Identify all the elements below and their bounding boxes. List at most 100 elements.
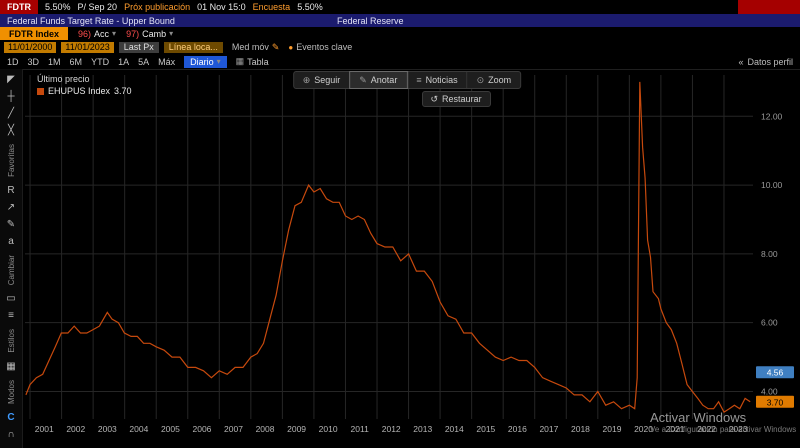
pencil-icon: ✎ <box>359 74 367 85</box>
x-tick-label: 2023 <box>729 424 748 434</box>
restore-icon: ↺ <box>430 94 439 104</box>
function-menu-bar: FDTR Index 96) Acc ▾ 97) Camb ▾ <box>0 27 800 40</box>
ticker-chip: FDTR <box>0 0 38 14</box>
last-price-badge <box>756 395 794 408</box>
grid-style-tool[interactable]: ▦ <box>6 360 16 372</box>
chart-toolbar-noticias[interactable]: ≡ Noticias <box>407 72 468 88</box>
chart-toolbar-anotar[interactable]: ✎ Anotar <box>349 71 409 89</box>
chart-toolbar-label: Seguir <box>314 75 341 85</box>
menu-acciones-number: 96) <box>78 28 92 39</box>
moving-average-toggle[interactable]: Med móv ✎ <box>232 42 280 53</box>
security-tab[interactable]: FDTR Index <box>0 27 69 40</box>
price-period: P/ Sep 20 <box>77 2 118 12</box>
security-description: Federal Funds Target Rate - Upper Bound <box>7 15 175 26</box>
series-line <box>25 81 751 413</box>
regression-tool[interactable]: R <box>7 184 15 196</box>
sidebar-section-estilos: Estilos <box>6 329 16 353</box>
restore-button[interactable]: ↺ Restaurar <box>421 91 491 107</box>
period-tab-3d[interactable]: 3D <box>27 56 40 67</box>
period-tab-6m[interactable]: 6M <box>69 56 83 67</box>
x-tick-label: 2015 <box>476 424 495 434</box>
moving-average-label: Med móv <box>231 42 269 52</box>
study-dropdown[interactable]: Línea loca... <box>163 41 223 53</box>
pencil-tool[interactable]: ✎ <box>6 218 16 230</box>
menu-cambiar-label: Camb <box>142 28 167 39</box>
date-to-field[interactable]: 11/01/2023 <box>61 41 114 53</box>
menu-acciones[interactable]: 96) Acc ▾ <box>78 27 116 40</box>
text-tool[interactable]: a <box>8 235 14 247</box>
period-tab-máx[interactable]: Máx <box>158 56 176 67</box>
magnet-tool[interactable]: ∩ <box>7 428 15 440</box>
sidebar-section-modos: Modos <box>6 379 16 404</box>
legend-series-label: EHUPUS Index <box>48 86 111 96</box>
cursor-tool[interactable]: ◤ <box>7 74 15 85</box>
multi-line-tool[interactable]: ╳ <box>7 125 15 136</box>
x-tick-label: 2012 <box>382 424 401 434</box>
next-release-value: 01 Nov 15:0 <box>197 2 246 12</box>
period-bar: 1D 3D 1M 6M YTD 1A 5A Máx Diario ▾ ▦ Tabla « Da… <box>0 54 800 70</box>
chart-toolbar: ⊕ Seguir ✎ Anotar ≡ Noticias ⊙ Zoom <box>292 71 522 89</box>
x-tick-label: 2005 <box>161 424 180 434</box>
legend-series-row[interactable]: EHUPUS Index 3.70 <box>37 85 132 97</box>
chevron-down-icon: ▾ <box>169 29 174 38</box>
chart-toolbar-zoom[interactable]: ⊙ Zoom <box>468 72 521 88</box>
last-price: 5.50% <box>45 2 71 12</box>
x-tick-label: 2006 <box>192 424 211 434</box>
magnifier-icon: ⊙ <box>476 74 485 85</box>
watermark-line2: Ve a Configuración para activar Windows. <box>650 425 796 434</box>
survey-value: 5.50% <box>297 2 323 12</box>
sidebar-section-cambiar: Cambiar <box>6 254 16 286</box>
chart-main-area: ◤ ┼ ╱ ╳ Favoritas R ↗ ✎ a Cambiar ▭ ≡ Estilos ▦ Modos C… <box>0 69 800 448</box>
survey-label: Encuesta <box>252 2 291 12</box>
key-events-label: Eventos clave <box>296 42 353 52</box>
period-tab-ytd[interactable]: YTD <box>91 56 110 67</box>
security-source: Federal Reserve <box>337 15 404 26</box>
crosshair-tool[interactable]: ┼ <box>7 91 15 102</box>
key-events-toggle[interactable]: ● Eventos clave <box>288 42 352 52</box>
y-tick-label: 4.00 <box>761 386 778 396</box>
chevron-down-icon: ▾ <box>216 56 221 66</box>
legend-series-value: 3.70 <box>114 86 132 96</box>
period-tab-1m[interactable]: 1M <box>48 56 61 67</box>
y-tick-label: 12.00 <box>761 111 783 121</box>
period-tab-1a[interactable]: 1A <box>118 56 130 67</box>
last-price-badge-text: 3.70 <box>767 397 784 407</box>
chart-toolbar-seguir[interactable]: ⊕ Seguir <box>294 72 351 88</box>
frequency-dropdown[interactable]: Diario ▾ <box>184 55 227 68</box>
x-tick-label: 2010 <box>319 424 338 434</box>
chart-wrap: 2001 2002 2003 2004 2005 2006 2007 2008 2009 2010… <box>23 69 800 448</box>
date-from-field[interactable]: 11/01/2000 <box>4 41 57 53</box>
panel-indicator <box>738 0 800 14</box>
news-mode-tool[interactable]: C <box>7 411 15 423</box>
period-tab-1d[interactable]: 1D <box>7 56 19 67</box>
series-color-chip <box>37 87 44 95</box>
security-title-bar: Federal Funds Target Rate - Upper Bound … <box>0 14 800 27</box>
period-tab-5a[interactable]: 5A <box>138 56 150 67</box>
x-tick-label: 2019 <box>603 424 622 434</box>
table-button[interactable]: ▦ Tabla <box>236 56 269 67</box>
sidebar-tools: ◤ ┼ ╱ ╳ Favoritas R ↗ ✎ a Cambiar ▭ ≡ Estilos ▦ Modos C… <box>0 69 23 448</box>
chart-plot[interactable]: 2001 2002 2003 2004 2005 2006 2007 2008 2009 2010… <box>23 69 800 448</box>
track-value-badge-text: 4.56 <box>767 368 784 378</box>
trendline-tool[interactable]: ╱ <box>7 108 15 119</box>
x-tick-label: 2014 <box>445 424 464 434</box>
x-tick-label: 2020 <box>634 424 653 434</box>
arrow-tool[interactable]: ↗ <box>6 201 16 213</box>
chart-legend: Último precio EHUPUS Index 3.70 <box>37 73 132 97</box>
table-label: Tabla <box>247 56 269 67</box>
x-tick-label: 2008 <box>256 424 275 434</box>
price-field-dropdown[interactable]: Last Px <box>118 41 159 53</box>
chart-toolbar-label: Anotar <box>370 75 398 85</box>
shape-tool[interactable]: ▭ <box>6 293 16 305</box>
x-tick-label: 2022 <box>697 424 716 434</box>
lines-style-tool[interactable]: ≡ <box>8 310 14 322</box>
datos-perfil-button[interactable]: « Datos perfil <box>738 57 793 67</box>
menu-cambiar[interactable]: 97) Camb ▾ <box>126 27 173 40</box>
watermark-line1: Activar Windows <box>650 410 747 425</box>
x-tick-label: 2021 <box>666 424 685 434</box>
chart-settings-bar: 11/01/2000 11/01/2023 Last Px Línea loca… <box>0 40 800 54</box>
sidebar-section-favoritas: Favoritas <box>6 144 16 177</box>
frequency-value: Diario <box>190 56 214 67</box>
x-tick-label: 2017 <box>539 424 558 434</box>
